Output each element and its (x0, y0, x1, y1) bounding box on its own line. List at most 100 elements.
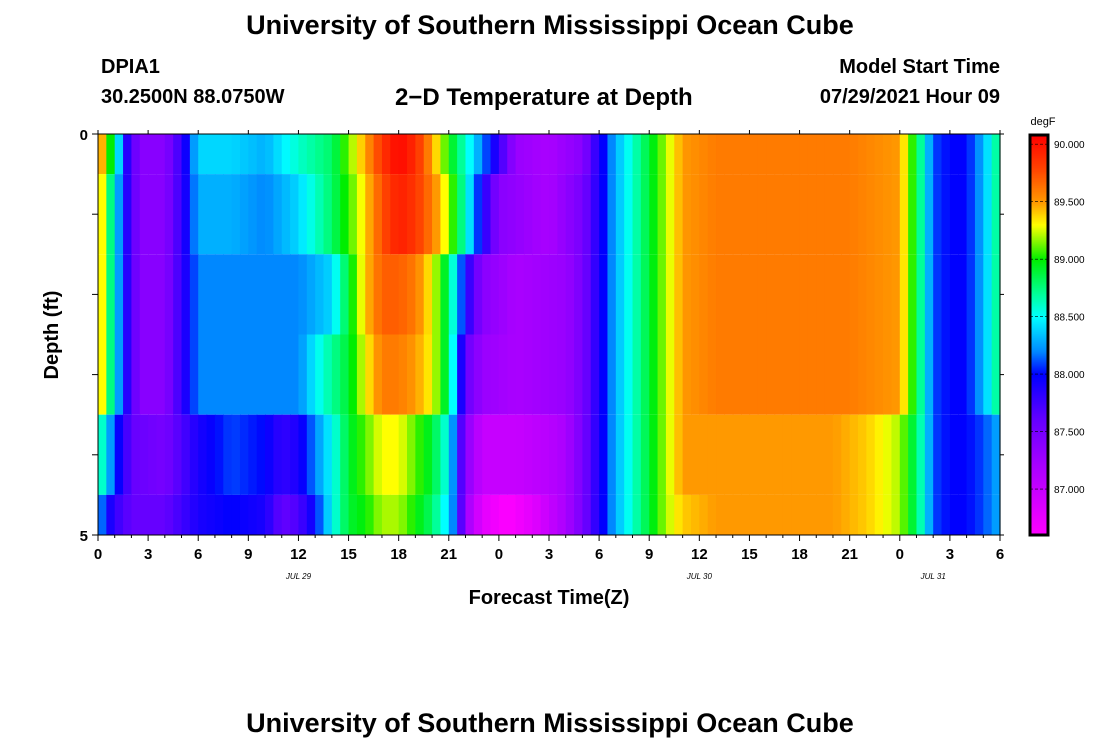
colorbar-segment (1030, 471, 1048, 474)
heatmap-cell (340, 494, 350, 535)
colorbar-segment (1030, 257, 1048, 260)
heatmap-cell (916, 254, 926, 335)
colorbar-tick-label: 90.000 (1054, 140, 1085, 151)
colorbar-segment (1030, 211, 1048, 214)
heatmap-cell (782, 334, 792, 415)
colorbar-segment (1030, 195, 1048, 198)
heatmap-cell (640, 134, 650, 175)
heatmap-cell (682, 174, 692, 255)
colorbar-segment (1030, 249, 1048, 252)
heatmap-cell (532, 494, 542, 535)
heatmap-cell (883, 334, 893, 415)
colorbar-segment (1030, 449, 1048, 452)
colorbar-segment (1030, 175, 1048, 178)
heatmap-cell (482, 134, 492, 175)
colorbar-segment (1030, 327, 1048, 330)
heatmap-cell (356, 254, 366, 335)
heatmap-cell (298, 414, 308, 495)
heatmap-cell (874, 254, 884, 335)
heatmap-cell (123, 254, 133, 335)
colorbar-segment (1030, 511, 1048, 514)
heatmap-cell (682, 494, 692, 535)
heatmap-cell (473, 494, 483, 535)
colorbar-segment (1030, 385, 1048, 388)
heatmap-cell (256, 334, 266, 415)
heatmap-cell (966, 134, 976, 175)
colorbar: 90.000 89.500 89.000 88.500 88.000 87.500 87.0… (1028, 133, 1085, 537)
colorbar-segment (1030, 181, 1048, 184)
heatmap-cell (239, 254, 249, 335)
x-tick-label: 9 (645, 546, 653, 563)
heatmap-cell (523, 414, 533, 495)
x-tick-label: 18 (791, 546, 808, 563)
heatmap-cell (607, 134, 617, 175)
heatmap-cell (949, 414, 959, 495)
heatmap-cell (899, 254, 909, 335)
heatmap-cell (924, 334, 934, 415)
heatmap-cell (490, 494, 500, 535)
heatmap-cell (440, 494, 450, 535)
heatmap-cell (407, 254, 416, 335)
heatmap-cell (198, 334, 208, 415)
heatmap-cell (582, 334, 592, 415)
colorbar-segment (1030, 287, 1048, 290)
date-label: JUL 29 (285, 572, 312, 581)
heatmap-cell (607, 494, 617, 535)
colorbar-segment (1030, 151, 1048, 154)
heatmap-cell (331, 174, 341, 255)
heatmap-cell (114, 414, 124, 495)
heatmap-cell (891, 494, 901, 535)
heatmap-cell (106, 174, 116, 255)
heatmap-cell (958, 494, 968, 535)
colorbar-segment (1030, 367, 1048, 370)
colorbar-segment (1030, 319, 1048, 322)
heatmap-cell (214, 414, 224, 495)
heatmap-cell (858, 414, 867, 495)
colorbar-segment (1030, 193, 1048, 196)
heatmap-cell (841, 174, 851, 255)
heatmap-cell (799, 494, 809, 535)
colorbar-segment (1030, 311, 1048, 314)
colorbar-segment (1030, 441, 1048, 444)
heatmap-cell (749, 134, 759, 175)
heatmap-cell (114, 494, 124, 535)
heatmap-cell (440, 254, 450, 335)
heatmap-cell (415, 254, 425, 335)
colorbar-segment (1030, 443, 1048, 446)
heatmap-cell (766, 334, 776, 415)
colorbar-segment (1030, 237, 1048, 240)
heatmap-cell (549, 174, 558, 255)
colorbar-segment (1030, 241, 1048, 244)
heatmap-cell (123, 414, 133, 495)
colorbar-segment (1030, 487, 1048, 490)
heatmap-cell (899, 494, 909, 535)
heatmap-cell (849, 494, 859, 535)
heatmap-cell (214, 334, 224, 415)
colorbar-segment (1030, 463, 1048, 466)
colorbar-segment (1030, 455, 1048, 458)
colorbar-segment (1030, 215, 1048, 218)
heatmap-cell (716, 254, 725, 335)
date-label: JUL 30 (686, 572, 713, 581)
colorbar-segment (1030, 293, 1048, 296)
heatmap-cell (381, 494, 391, 535)
heatmap-cell (624, 494, 634, 535)
colorbar-segment (1030, 317, 1048, 320)
heatmap-cell (281, 254, 291, 335)
heatmap-cell (858, 254, 867, 335)
heatmap-cell (448, 414, 458, 495)
heatmap-cell (415, 174, 425, 255)
heatmap-cell (273, 334, 283, 415)
colorbar-segment (1030, 279, 1048, 282)
heatmap-cell (874, 334, 884, 415)
heatmap-cell (983, 334, 993, 415)
colorbar-segment (1030, 301, 1048, 304)
heatmap-cell (674, 494, 684, 535)
heatmap-cell (582, 414, 592, 495)
heatmap-cell (983, 414, 993, 495)
heatmap-cell (565, 254, 575, 335)
colorbar-segment (1030, 143, 1048, 146)
heatmap-cell (574, 134, 584, 175)
colorbar-segment (1030, 229, 1048, 232)
heatmap-cell (816, 334, 826, 415)
